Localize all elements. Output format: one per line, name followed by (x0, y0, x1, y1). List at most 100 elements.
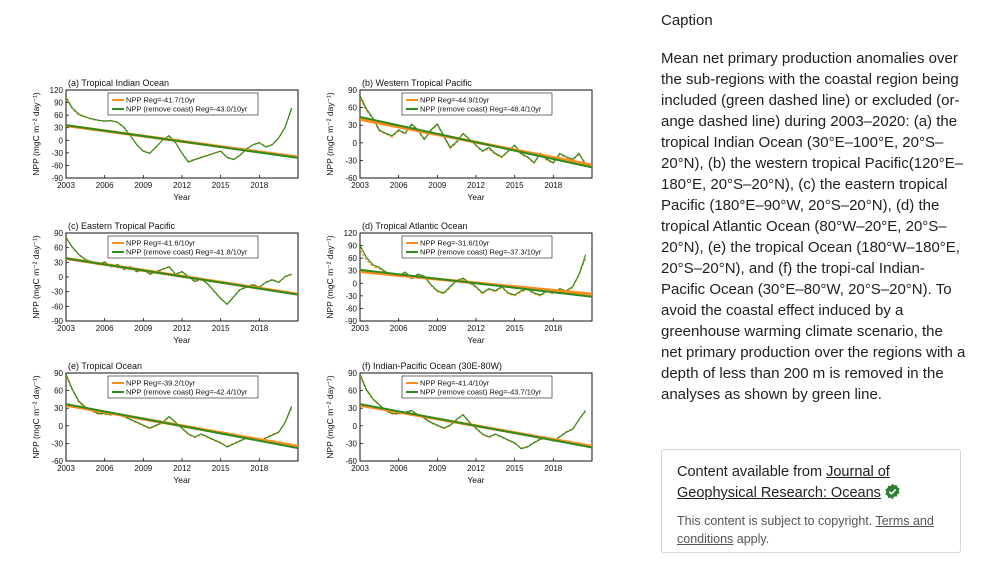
x-tick-label: 2012 (467, 181, 485, 190)
trend-line-1 (360, 268, 592, 298)
x-tick-label: 2012 (467, 324, 485, 333)
y-axis-label: NPP (mgC m⁻² day⁻¹) (325, 235, 335, 319)
plot-area (360, 373, 592, 450)
trend-line-1 (66, 124, 298, 159)
x-tick-label: 2015 (506, 464, 524, 473)
x-tick-label: 2003 (57, 181, 75, 190)
x-tick-label: 2015 (506, 181, 524, 190)
legend-label: NPP (remove coast) Reg=-43.7/10yr (420, 388, 542, 397)
y-tick-label: 60 (348, 104, 357, 113)
plot-area (360, 95, 592, 169)
terms-link[interactable]: Terms and conditions (677, 514, 934, 546)
copyright-suffix: apply. (733, 532, 770, 546)
plot-area (66, 97, 298, 163)
panel-title: (f) Indian-Pacific Ocean (30E-80W) (362, 361, 502, 371)
legend-box (401, 235, 553, 259)
x-tick-label: 2009 (428, 324, 446, 333)
x-axis-label: Year (173, 192, 190, 202)
x-tick-label: 2015 (212, 464, 230, 473)
panel-title: (d) Tropical Atlantic Ocean (362, 221, 468, 231)
journal-link[interactable]: Journal of Geophysical Research: Oceans (677, 464, 890, 501)
x-axis-label: Year (173, 335, 190, 345)
x-tick-label: 2009 (428, 181, 446, 190)
y-tick-label: 0 (59, 422, 64, 431)
y-axis-label: NPP (mgC m⁻² day⁻¹) (31, 235, 41, 319)
x-axis-label: Year (467, 335, 484, 345)
panel-title: (e) Tropical Ocean (68, 361, 142, 371)
y-tick-label: 30 (348, 267, 357, 276)
x-tick-label: 2006 (390, 464, 408, 473)
y-axis-label: NPP (mgC m⁻² day⁻¹) (325, 375, 335, 459)
legend-label: NPP (remove coast) Reg=-43.0/10yr (126, 105, 248, 114)
y-tick-label: 0 (353, 422, 358, 431)
x-tick-label: 2012 (467, 464, 485, 473)
legend-label: NPP (remove coast) Reg=-37.3/10yr (420, 248, 542, 257)
legend-label: NPP Reg=-41.7/10yr (126, 96, 196, 105)
figure-panels: (a) Tropical Indian Ocean 120 90 60 30 0 -30 -6… (18, 68, 618, 498)
trend-line-1 (360, 116, 592, 169)
legend-label: NPP Reg=-41.6/10yr (126, 239, 196, 248)
x-tick-label: 2009 (134, 464, 152, 473)
x-tick-label: 2003 (57, 324, 75, 333)
panel-title: (b) Western Tropical Pacific (362, 78, 472, 88)
y-tick-label: -60 (51, 457, 63, 466)
trend-line-1 (66, 257, 298, 296)
y-tick-label: 120 (344, 229, 358, 238)
y-tick-label: 90 (54, 99, 63, 108)
x-axis-label: Year (467, 192, 484, 202)
y-tick-label: 60 (54, 387, 63, 396)
x-axis-label: Year (173, 475, 190, 485)
y-tick-label: -60 (51, 302, 63, 311)
panel-3: (d) Tropical Atlantic Ocean 120 90 60 30 0 -30… (325, 221, 593, 345)
y-axis-label: NPP (mgC m⁻² day⁻¹) (31, 375, 41, 459)
y-tick-label: 30 (348, 121, 357, 130)
y-tick-label: -60 (345, 304, 357, 313)
x-tick-label: 2018 (250, 324, 268, 333)
legend-box (107, 375, 259, 399)
y-tick-label: -30 (51, 288, 63, 297)
chart-figure: (a) Tropical Indian Ocean 120 90 60 30 0 -30 -6… (31, 78, 593, 485)
y-tick-label: -60 (345, 457, 357, 466)
x-tick-label: 2009 (134, 181, 152, 190)
y-tick-label: 90 (54, 369, 63, 378)
source-line: Content available from Journal of Geophy… (677, 462, 945, 504)
x-tick-label: 2018 (250, 464, 268, 473)
x-tick-label: 2006 (96, 181, 114, 190)
x-tick-label: 2015 (506, 324, 524, 333)
y-tick-label: 90 (54, 229, 63, 238)
x-tick-label: 2012 (173, 324, 191, 333)
x-tick-label: 2006 (96, 464, 114, 473)
copyright-prefix: This content is subject to copyright. (677, 514, 876, 528)
y-tick-label: -30 (345, 292, 357, 301)
y-tick-label: -30 (51, 149, 63, 158)
x-tick-label: 2018 (544, 464, 562, 473)
plot-area (66, 373, 298, 450)
legend-box (107, 92, 259, 116)
verified-check-icon (884, 483, 901, 500)
y-tick-label: 0 (353, 139, 358, 148)
x-tick-label: 2006 (390, 181, 408, 190)
y-tick-label: 30 (54, 258, 63, 267)
series-line-1 (66, 97, 293, 163)
legend-box (401, 92, 553, 116)
legend-box (107, 235, 259, 259)
x-tick-label: 2003 (57, 464, 75, 473)
legend-label: NPP (remove coast) Reg=-48.4/10yr (420, 105, 542, 114)
x-tick-label: 2018 (544, 181, 562, 190)
x-tick-label: 2003 (351, 464, 369, 473)
y-tick-label: -30 (345, 439, 357, 448)
x-tick-label: 2018 (544, 324, 562, 333)
y-tick-label: 0 (59, 273, 64, 282)
panel-2: (c) Eastern Tropical Pacific 90 60 30 0 -30 -6… (31, 221, 299, 345)
x-tick-label: 2015 (212, 324, 230, 333)
x-tick-label: 2012 (173, 464, 191, 473)
panel-title: (a) Tropical Indian Ocean (68, 78, 169, 88)
y-tick-label: -90 (345, 317, 357, 326)
y-tick-label: 90 (348, 369, 357, 378)
y-tick-label: 0 (59, 136, 64, 145)
x-tick-label: 2009 (428, 464, 446, 473)
x-axis-label: Year (467, 475, 484, 485)
y-tick-label: 60 (54, 244, 63, 253)
source-prefix: Content available from (677, 464, 827, 480)
